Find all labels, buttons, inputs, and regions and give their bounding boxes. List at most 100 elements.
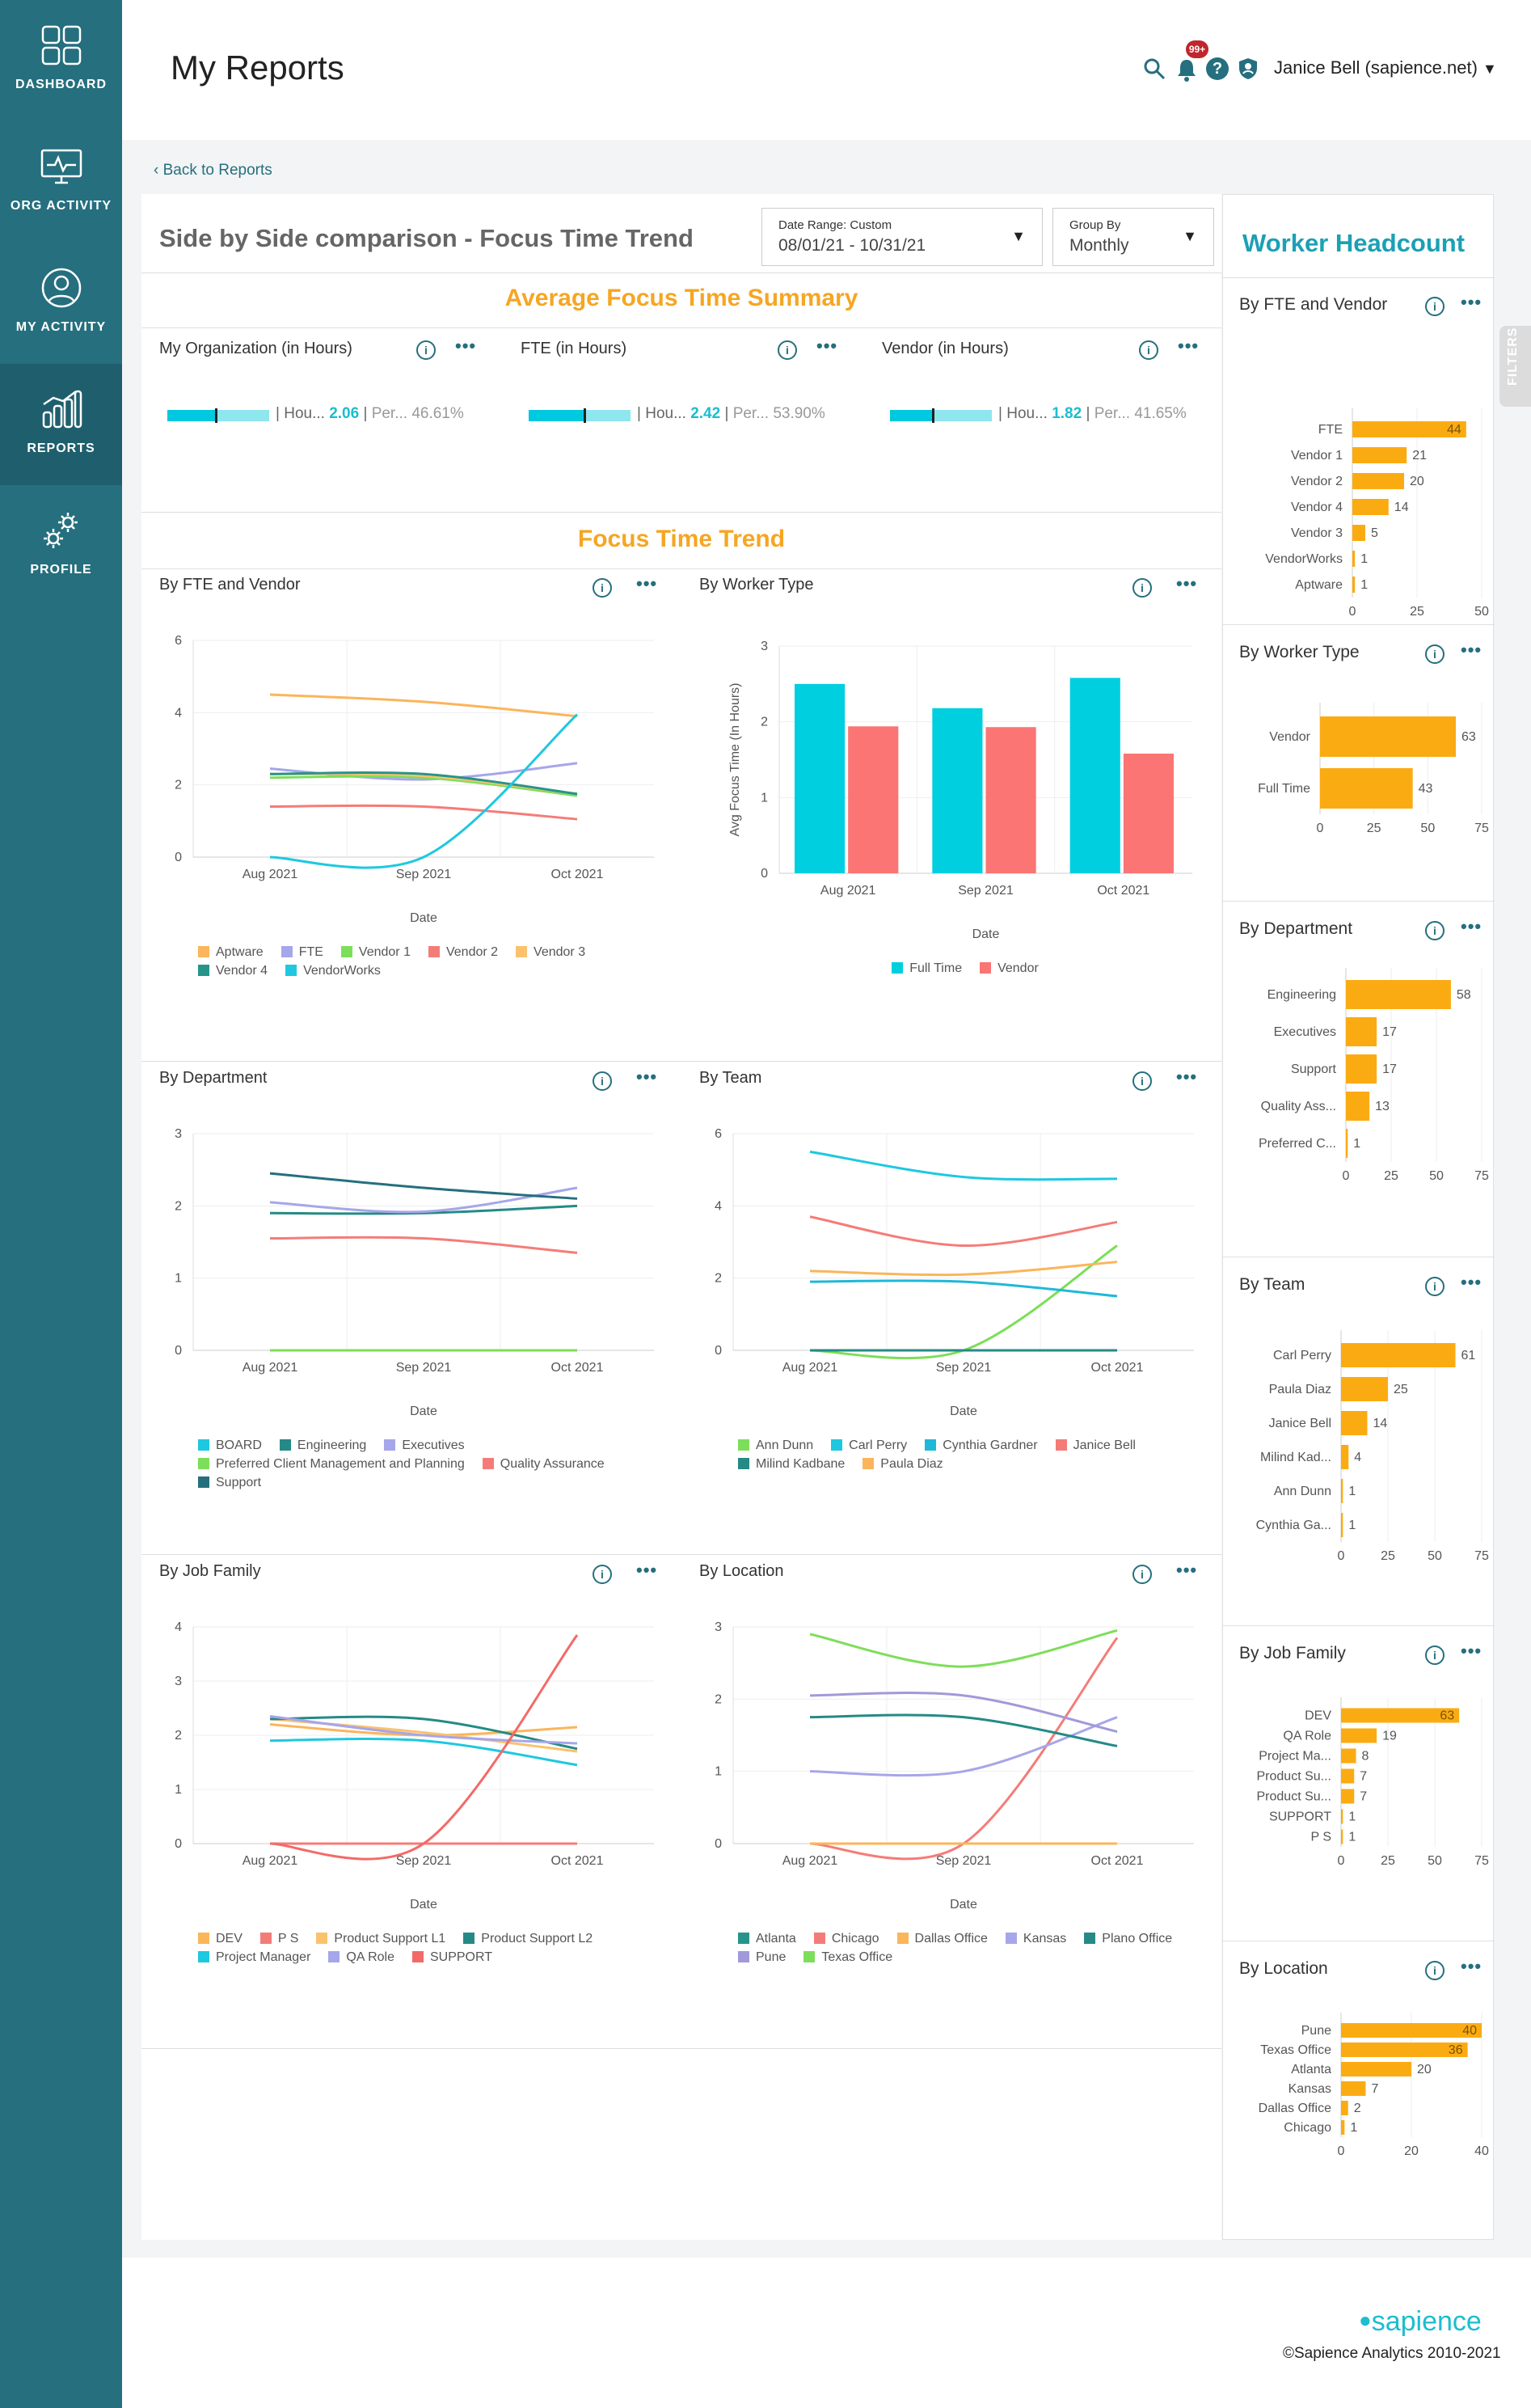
more-options-icon[interactable]: ••• xyxy=(455,336,477,356)
bar[interactable] xyxy=(1352,551,1356,567)
legend-item[interactable]: Pune xyxy=(738,1948,786,1967)
legend-item[interactable]: Ann Dunn xyxy=(738,1436,813,1455)
more-options-icon[interactable]: ••• xyxy=(636,573,658,594)
bar[interactable] xyxy=(1320,716,1456,757)
legend-item[interactable]: Janice Bell xyxy=(1055,1436,1136,1455)
legend-item[interactable]: Carl Perry xyxy=(831,1436,907,1455)
info-icon[interactable]: i xyxy=(1425,644,1445,664)
bar[interactable] xyxy=(1341,1829,1343,1844)
bar[interactable] xyxy=(1341,2062,1411,2076)
series-line[interactable] xyxy=(269,762,578,781)
legend-item[interactable]: Kansas xyxy=(1005,1929,1066,1948)
legend-item[interactable]: P S xyxy=(259,1929,298,1948)
series-line[interactable] xyxy=(809,1637,1119,1861)
info-icon[interactable]: i xyxy=(593,1565,612,1584)
legend-item[interactable]: Vendor 4 xyxy=(198,961,268,980)
filters-tab[interactable]: FILTERS xyxy=(1499,326,1531,407)
nav-org-activity[interactable]: ORG ACTIVITY xyxy=(0,121,122,243)
bar[interactable] xyxy=(1341,1479,1343,1503)
legend-item[interactable]: Dallas Office xyxy=(896,1929,988,1948)
series-line[interactable] xyxy=(809,1692,1118,1733)
bar[interactable] xyxy=(1320,768,1413,809)
bar[interactable] xyxy=(1352,421,1466,437)
info-icon[interactable]: i xyxy=(778,340,797,360)
legend-item[interactable]: Full Time xyxy=(892,959,962,978)
legend-item[interactable]: Paula Diaz xyxy=(863,1455,943,1473)
bar[interactable] xyxy=(1346,1017,1377,1046)
legend-item[interactable]: Chicago xyxy=(813,1929,879,1948)
more-options-icon[interactable]: ••• xyxy=(1176,1067,1198,1087)
bar[interactable] xyxy=(1341,1377,1388,1401)
help-icon[interactable]: ? xyxy=(1206,57,1229,80)
more-options-icon[interactable]: ••• xyxy=(636,1560,658,1580)
series-line[interactable] xyxy=(269,1715,578,1745)
more-options-icon[interactable]: ••• xyxy=(1178,336,1200,356)
nav-profile[interactable]: PROFILE xyxy=(0,485,122,606)
date-range-select[interactable]: Date Range: Custom 08/01/21 - 10/31/21 ▼ xyxy=(761,208,1043,266)
legend-item[interactable]: Executives xyxy=(384,1436,465,1455)
legend-item[interactable]: VendorWorks xyxy=(285,961,381,980)
bar[interactable] xyxy=(1341,1513,1343,1537)
legend-item[interactable]: Support xyxy=(198,1473,261,1492)
legend-item[interactable]: Vendor 2 xyxy=(428,943,498,961)
bar[interactable] xyxy=(1341,1789,1355,1804)
info-icon[interactable]: i xyxy=(1132,1071,1152,1091)
legend-item[interactable]: Engineering xyxy=(279,1436,366,1455)
bar[interactable] xyxy=(1341,1809,1343,1824)
series-line[interactable] xyxy=(269,1737,578,1767)
legend-item[interactable]: QA Role xyxy=(328,1948,394,1967)
bar[interactable] xyxy=(1341,1748,1356,1764)
legend-item[interactable]: BOARD xyxy=(198,1436,262,1455)
legend-item[interactable]: Quality Assurance xyxy=(482,1455,605,1473)
user-menu[interactable]: Janice Bell (sapience.net) ▼ xyxy=(1274,57,1497,78)
info-icon[interactable]: i xyxy=(1425,921,1445,940)
nav-my-activity[interactable]: MY ACTIVITY xyxy=(0,243,122,364)
series-line[interactable] xyxy=(809,1713,1118,1747)
legend-item[interactable]: Vendor 3 xyxy=(516,943,585,961)
info-icon[interactable]: i xyxy=(1132,578,1152,598)
series-line[interactable] xyxy=(269,713,579,869)
info-icon[interactable]: i xyxy=(1139,340,1158,360)
bar[interactable] xyxy=(1123,754,1174,873)
series-line[interactable] xyxy=(269,804,578,821)
legend-item[interactable]: SUPPORT xyxy=(411,1948,492,1967)
series-line[interactable] xyxy=(809,1716,1118,1777)
legend-item[interactable]: Vendor xyxy=(980,959,1039,978)
bar[interactable] xyxy=(1346,1054,1377,1084)
info-icon[interactable]: i xyxy=(416,340,436,360)
more-options-icon[interactable]: ••• xyxy=(1461,292,1482,312)
bar[interactable] xyxy=(848,726,899,873)
legend-item[interactable]: FTE xyxy=(280,943,323,961)
more-options-icon[interactable]: ••• xyxy=(1461,640,1482,660)
bar[interactable] xyxy=(1352,525,1365,541)
series-line[interactable] xyxy=(269,1204,578,1215)
info-icon[interactable]: i xyxy=(1132,1565,1152,1584)
bar[interactable] xyxy=(1346,980,1451,1009)
more-options-icon[interactable]: ••• xyxy=(1461,916,1482,936)
series-line[interactable] xyxy=(809,1244,1118,1360)
series-line[interactable] xyxy=(809,1215,1118,1247)
series-line[interactable] xyxy=(809,1261,1118,1277)
more-options-icon[interactable]: ••• xyxy=(1461,1641,1482,1661)
more-options-icon[interactable]: ••• xyxy=(636,1067,658,1087)
search-icon[interactable] xyxy=(1142,57,1166,81)
shield-user-icon[interactable] xyxy=(1237,57,1259,81)
legend-item[interactable]: Product Support L2 xyxy=(463,1929,593,1948)
back-to-reports-link[interactable]: ‹ Back to Reports xyxy=(154,162,272,179)
nav-reports[interactable]: REPORTS xyxy=(0,364,122,485)
nav-dashboard[interactable]: DASHBOARD xyxy=(0,0,122,121)
bar[interactable] xyxy=(1346,1092,1370,1121)
legend-item[interactable]: Atlanta xyxy=(738,1929,796,1948)
series-line[interactable] xyxy=(269,775,578,797)
series-line[interactable] xyxy=(269,1236,578,1254)
bar[interactable] xyxy=(1069,678,1120,873)
series-line[interactable] xyxy=(269,1634,579,1861)
bar[interactable] xyxy=(1341,1411,1368,1435)
more-options-icon[interactable]: ••• xyxy=(1461,1956,1482,1976)
legend-item[interactable]: Product Support L1 xyxy=(316,1929,445,1948)
more-options-icon[interactable]: ••• xyxy=(816,336,838,356)
series-line[interactable] xyxy=(809,1279,1118,1298)
bell-icon[interactable] xyxy=(1175,57,1199,82)
legend-item[interactable]: Plano Office xyxy=(1084,1929,1172,1948)
group-by-select[interactable]: Group By Monthly ▼ xyxy=(1052,208,1214,266)
